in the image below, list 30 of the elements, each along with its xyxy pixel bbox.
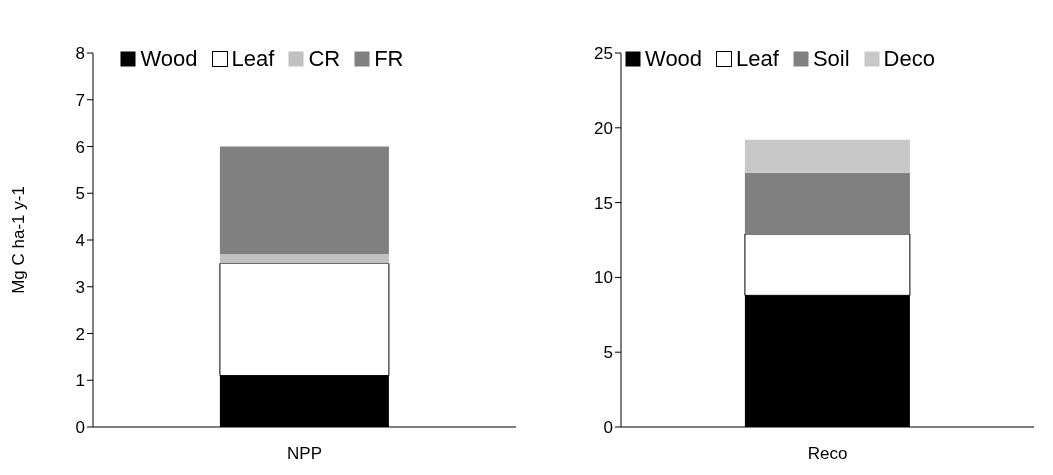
y-tick-label: 5 (603, 343, 613, 363)
legend-label: Leaf (736, 46, 779, 72)
bar (219, 254, 389, 264)
legend-label: Deco (883, 46, 935, 72)
y-tick-label: 0 (603, 418, 613, 438)
y-tick-label: 6 (75, 137, 85, 157)
legend-label: Leaf (231, 46, 275, 72)
y-tick-label: 15 (594, 193, 613, 213)
y-axis-title: Mg C ha-1 y-1 (9, 186, 29, 294)
legend-label: Wood (140, 46, 198, 72)
x-tick-label: Reco (807, 444, 848, 464)
y-tick-label: 3 (75, 277, 85, 297)
legend-label: FR (374, 46, 404, 72)
legend-label: CR (308, 46, 341, 72)
legend-label: Wood (645, 46, 703, 72)
bar (219, 146, 389, 255)
y-tick-label: 10 (594, 268, 613, 288)
x-tick-label: NPP (287, 444, 322, 464)
y-tick-label: 1 (75, 371, 85, 391)
bar (744, 139, 910, 173)
legend-label: Soil (812, 46, 850, 72)
y-tick-label: 25 (594, 44, 613, 64)
bar (744, 172, 910, 235)
y-tick-label: 8 (75, 44, 85, 64)
y-tick-label: 7 (75, 90, 85, 110)
y-tick-label: 5 (75, 184, 85, 204)
y-tick-label: 4 (75, 231, 85, 251)
y-tick-label: 20 (594, 118, 613, 138)
y-tick-label: 0 (75, 418, 85, 438)
y-tick-label: 2 (75, 324, 85, 344)
